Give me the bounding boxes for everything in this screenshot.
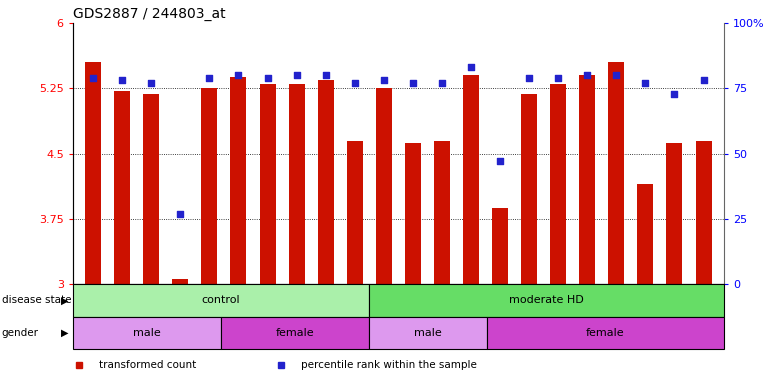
Point	[523, 75, 535, 81]
Point	[232, 72, 244, 78]
Bar	[579, 75, 595, 284]
Bar	[376, 88, 391, 284]
Bar	[231, 77, 247, 284]
Text: male: male	[414, 328, 442, 338]
Text: female: female	[586, 328, 625, 338]
Text: gender: gender	[2, 328, 38, 338]
Bar	[492, 209, 508, 284]
Point	[668, 91, 680, 97]
Point	[145, 80, 157, 86]
Text: control: control	[201, 295, 240, 306]
Bar	[637, 184, 653, 284]
Point	[174, 210, 186, 217]
Point	[261, 75, 273, 81]
Text: percentile rank within the sample: percentile rank within the sample	[300, 360, 476, 370]
Text: female: female	[276, 328, 314, 338]
Point	[87, 75, 100, 81]
Bar	[368, 317, 487, 349]
Bar	[368, 284, 724, 317]
Text: moderate HD: moderate HD	[509, 295, 584, 306]
Point	[494, 158, 506, 164]
Bar	[521, 94, 537, 284]
Bar	[487, 317, 724, 349]
Text: ▶: ▶	[61, 328, 69, 338]
Text: GDS2887 / 244803_at: GDS2887 / 244803_at	[73, 7, 225, 21]
Point	[116, 78, 129, 84]
Bar	[201, 88, 218, 284]
Point	[436, 80, 448, 86]
Bar	[434, 141, 450, 284]
Text: disease state: disease state	[2, 295, 71, 306]
Point	[378, 78, 390, 84]
Bar	[114, 91, 130, 284]
Point	[697, 78, 709, 84]
Text: male: male	[133, 328, 161, 338]
Bar	[221, 317, 368, 349]
Bar	[347, 141, 363, 284]
Bar	[318, 81, 334, 284]
Point	[640, 80, 652, 86]
Bar	[172, 279, 188, 284]
Bar	[463, 75, 479, 284]
Bar	[696, 141, 712, 284]
Point	[611, 72, 623, 78]
Bar	[608, 62, 624, 284]
Bar	[405, 143, 421, 284]
Point	[407, 80, 419, 86]
Bar	[666, 143, 683, 284]
Point	[581, 72, 594, 78]
Point	[552, 75, 565, 81]
Point	[290, 72, 303, 78]
Bar	[73, 284, 368, 317]
Bar	[73, 317, 221, 349]
Bar	[260, 84, 276, 284]
Bar	[85, 62, 101, 284]
Point	[319, 72, 332, 78]
Point	[203, 75, 215, 81]
Point	[465, 65, 477, 71]
Point	[349, 80, 361, 86]
Bar	[143, 94, 159, 284]
Bar	[550, 84, 566, 284]
Text: ▶: ▶	[61, 295, 69, 306]
Text: transformed count: transformed count	[99, 360, 196, 370]
Bar	[289, 84, 305, 284]
